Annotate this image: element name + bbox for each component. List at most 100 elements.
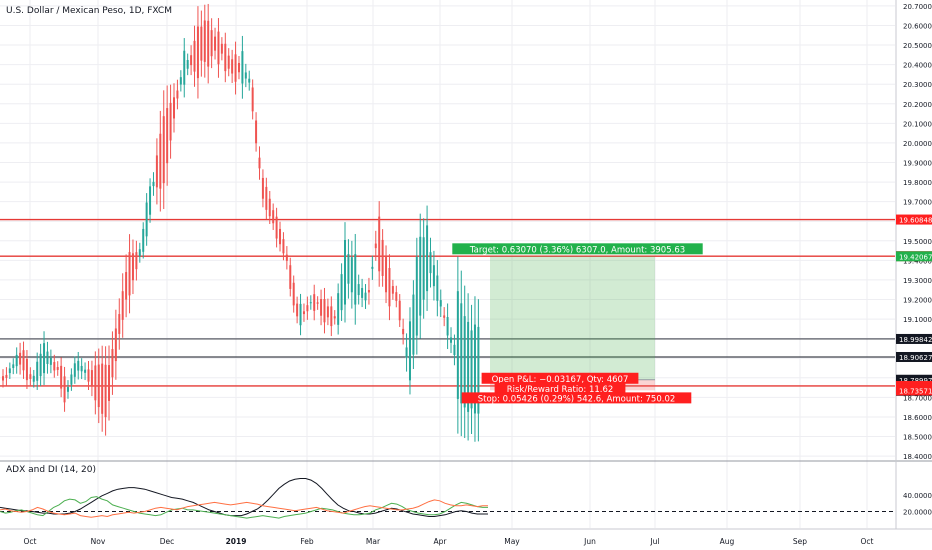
time-tick-label: Oct bbox=[24, 537, 37, 546]
candle-body bbox=[443, 315, 446, 318]
candle-body bbox=[388, 268, 391, 307]
price-axis-labels: 19.6084819.4214219.4206718.9984218.90627… bbox=[896, 214, 932, 396]
candle-body bbox=[337, 293, 340, 325]
candle-body bbox=[152, 181, 155, 187]
candle-body bbox=[155, 155, 158, 188]
candle-body bbox=[439, 300, 442, 307]
candle-body bbox=[268, 198, 271, 217]
indicator-pane[interactable]: 20.00000 40.00000 bbox=[0, 478, 932, 519]
candle-body bbox=[415, 256, 418, 336]
time-tick-label: May bbox=[504, 537, 520, 546]
candle-body bbox=[402, 328, 405, 335]
price-label-bg bbox=[896, 251, 932, 262]
price-tick-label: 20.70000 bbox=[903, 3, 932, 11]
target-label: Target: 0.63070 (3.36%) 6307.0, Amount: … bbox=[469, 245, 685, 255]
candle-body bbox=[190, 55, 193, 66]
candle-body bbox=[104, 364, 107, 418]
price-label-bg bbox=[896, 214, 932, 225]
candle-body bbox=[227, 55, 230, 69]
candle-body bbox=[131, 253, 134, 281]
candle-body bbox=[251, 87, 254, 112]
candle-body bbox=[347, 254, 350, 284]
price-tick-label: 20.00000 bbox=[903, 140, 932, 148]
price-tick-label: 19.30000 bbox=[903, 277, 932, 285]
candle-body bbox=[63, 376, 66, 403]
candle-body bbox=[237, 62, 240, 73]
candle-body bbox=[432, 265, 435, 287]
price-label: 19.60848 bbox=[899, 217, 932, 225]
candle-body bbox=[173, 97, 175, 119]
candle-body bbox=[344, 240, 346, 305]
candle-body bbox=[114, 328, 117, 362]
candle-body bbox=[241, 51, 244, 84]
candle-body bbox=[426, 225, 429, 292]
horizontal-levels[interactable] bbox=[0, 218, 895, 387]
candle-body bbox=[429, 252, 432, 274]
candle-body bbox=[323, 299, 326, 323]
candle-body bbox=[272, 210, 275, 224]
time-tick-label: Mar bbox=[366, 537, 381, 546]
target-label-bg bbox=[452, 243, 703, 255]
candle-body bbox=[422, 237, 425, 300]
candle-body bbox=[320, 299, 323, 316]
candle-body bbox=[176, 90, 179, 99]
position-zones[interactable] bbox=[490, 256, 655, 391]
candle-body bbox=[25, 358, 28, 381]
candle-body bbox=[299, 303, 302, 326]
candle-body bbox=[22, 350, 25, 371]
candle-body bbox=[66, 387, 69, 392]
candle-body bbox=[196, 26, 199, 79]
candle-body bbox=[446, 317, 449, 336]
candle-body bbox=[39, 353, 42, 377]
candle-body bbox=[73, 363, 76, 377]
candle-body bbox=[357, 284, 360, 296]
candle-body bbox=[60, 365, 63, 389]
candle-body bbox=[316, 302, 319, 304]
candle-body bbox=[183, 50, 186, 85]
candle-body bbox=[118, 314, 121, 334]
price-tick-label: 20.10000 bbox=[903, 120, 932, 128]
candle-body bbox=[313, 294, 316, 311]
stop-label: Stop: 0.05426 (0.29%) 542.6, Amount: 750… bbox=[478, 394, 676, 404]
candle-body bbox=[450, 337, 453, 343]
candle-body bbox=[282, 239, 285, 254]
candle-body bbox=[203, 20, 206, 62]
candle-body bbox=[258, 157, 261, 169]
candle-body bbox=[224, 43, 227, 72]
risk-reward-label-bg bbox=[494, 382, 626, 394]
candle-body bbox=[391, 286, 394, 294]
candle-body bbox=[32, 375, 35, 382]
candle-body bbox=[470, 330, 473, 409]
time-tick-label: 2019 bbox=[226, 537, 247, 546]
position-labels: Target: 0.63070 (3.36%) 6307.0, Amount: … bbox=[452, 243, 703, 404]
candle-body bbox=[111, 349, 114, 378]
candle-body bbox=[408, 321, 411, 381]
candle-body bbox=[364, 292, 367, 301]
candle-body bbox=[231, 59, 234, 74]
candle-body bbox=[2, 376, 4, 381]
candle-body bbox=[12, 364, 15, 368]
candle-body bbox=[419, 236, 422, 316]
candle-body bbox=[128, 252, 131, 296]
candle-body bbox=[149, 186, 152, 215]
price-label: 18.99842 bbox=[899, 336, 932, 344]
candle-body bbox=[186, 60, 189, 69]
time-tick-label: Dec bbox=[160, 537, 175, 546]
price-tick-label: 18.50000 bbox=[903, 434, 932, 442]
candle-body bbox=[265, 186, 268, 210]
time-axis[interactable]: Oct Nov Dec 2019 Feb Mar Apr May Jun Jul Aug Sep Oct bbox=[24, 537, 874, 546]
candle-body bbox=[285, 254, 288, 261]
candle-body bbox=[142, 228, 145, 252]
candle-body bbox=[53, 362, 56, 371]
target-zone[interactable] bbox=[490, 256, 655, 380]
candle-body bbox=[56, 367, 59, 370]
indicator-tick-label: 20.00000 bbox=[903, 509, 932, 517]
candle-body bbox=[179, 77, 182, 85]
candle-body bbox=[46, 351, 49, 364]
candle-body bbox=[169, 102, 172, 141]
grid-lines bbox=[0, 0, 932, 530]
time-tick-label: Nov bbox=[91, 537, 106, 546]
candle-body bbox=[244, 72, 247, 79]
